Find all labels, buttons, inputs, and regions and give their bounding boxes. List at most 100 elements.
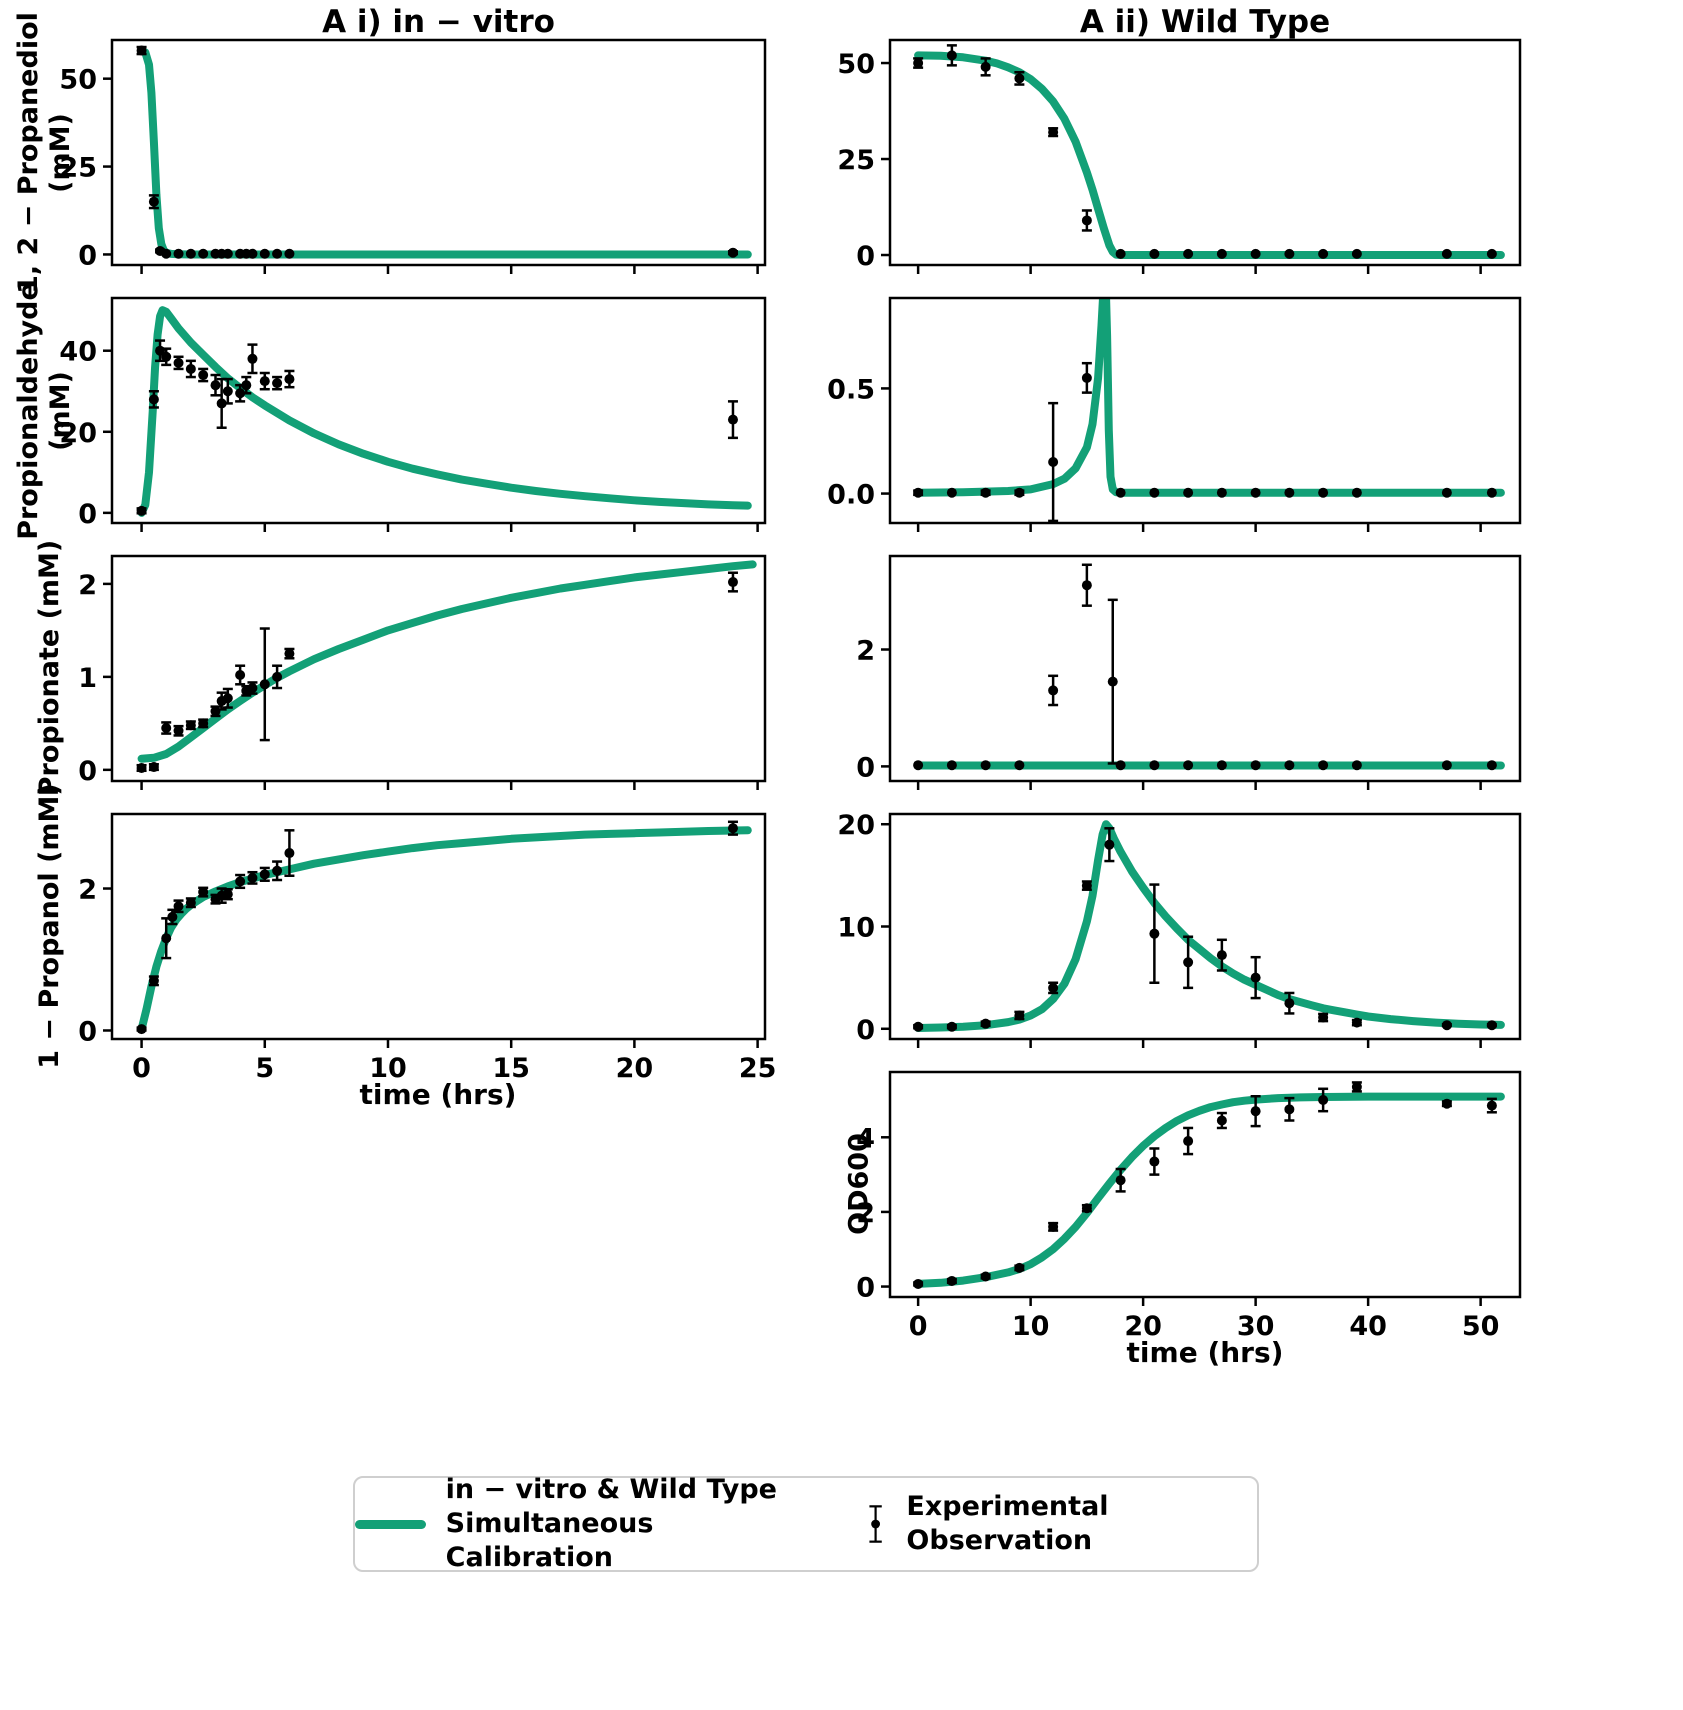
y-tick-label: 0.0 <box>827 480 875 511</box>
y-tick-label: 50 <box>837 49 875 80</box>
observations <box>913 1081 1497 1289</box>
model-curve <box>914 298 1505 497</box>
plot-wildtype-propionaldehyde: 0.0 0.5 <box>827 296 1522 532</box>
y-tick-label: 0 <box>856 241 875 272</box>
y-tick-label: 0 <box>856 1273 875 1304</box>
x-tick-label: 10 <box>369 1053 407 1084</box>
legend: in − vitro & Wild Type Simultaneous Cali… <box>353 1473 1259 1574</box>
plot-wildtype-propanediol: 0 25 50 <box>837 38 1522 274</box>
panel-invitro-propionate: 0 1 2 <box>78 554 767 790</box>
plot-invitro-propionate: 0 1 2 <box>78 554 767 790</box>
errorbar-marker-icon <box>869 1505 883 1543</box>
legend-item-observation: Experimental Observation <box>865 1490 1257 1558</box>
panel-wildtype-propionaldehyde: 0.0 0.5 <box>827 296 1522 532</box>
axes-border <box>110 554 767 783</box>
y-tick-label: 10 <box>837 913 875 944</box>
plot-wildtype-propanol: 0 10 20 <box>837 810 1522 1048</box>
y-tick-label: 1 <box>78 663 97 694</box>
ylabel-od600: OD600 <box>843 1133 875 1235</box>
xlabel-invitro-time: time (hrs) <box>359 1078 517 1111</box>
axis-ticks: 0 25 50 <box>837 49 1482 274</box>
x-tick-label: 5 <box>255 1053 274 1084</box>
observations <box>136 339 738 516</box>
axes-border <box>888 1070 1522 1299</box>
x-tick-label: 20 <box>616 1053 654 1084</box>
legend-item-model: in − vitro & Wild Type Simultaneous Cali… <box>355 1473 785 1574</box>
y-tick-label: 2 <box>856 636 875 667</box>
plot-invitro-propanediol: 0 25 50 <box>59 38 767 274</box>
plot-invitro-propanol: 0 5 10 15 20 25 0 2 <box>78 812 776 1084</box>
panel-wildtype-propanediol: 0 25 50 <box>837 38 1522 274</box>
panel-invitro-propanediol: 0 25 50 <box>59 38 767 274</box>
observations <box>913 44 1497 259</box>
model-curve <box>137 560 757 763</box>
plot-wildtype-od600: 0 10 20 30 40 50 0 2 4 <box>856 1070 1522 1342</box>
axes-border <box>888 38 1522 267</box>
ylabel-propanediol: 1, 2 − Propanediol (mM) <box>13 12 76 294</box>
model-curve <box>914 51 1505 259</box>
axes-border <box>110 812 767 1041</box>
y-tick-label: 20 <box>837 810 875 841</box>
axis-ticks: 0.0 0.5 <box>827 374 1482 532</box>
axis-ticks: 0 25 50 <box>59 65 759 274</box>
y-tick-label: 2 <box>78 570 97 601</box>
observations <box>136 820 738 1035</box>
y-tick-label: 0.5 <box>827 374 875 405</box>
y-tick-label: 0 <box>78 756 97 787</box>
ylabel-propionate: Propionate (mM) <box>34 539 65 797</box>
x-tick-label: 10 <box>1012 1311 1050 1342</box>
x-tick-label: 20 <box>1124 1311 1162 1342</box>
y-tick-label: 20 <box>59 418 97 449</box>
panel-wildtype-propanol: 0 10 20 <box>837 810 1522 1048</box>
y-tick-label: 50 <box>59 65 97 96</box>
y-tick-label: 0 <box>856 1015 875 1046</box>
y-tick-label: 0 <box>856 752 875 783</box>
axis-ticks: 0 5 10 15 20 25 0 2 <box>78 875 776 1084</box>
x-tick-label: 30 <box>1237 1311 1275 1342</box>
panel-wildtype-od600: 0 10 20 30 40 50 0 2 4 <box>856 1070 1522 1342</box>
y-tick-label: 0 <box>78 499 97 530</box>
axis-ticks: 02 <box>856 636 1482 790</box>
plot-wildtype-propionate: 02 <box>856 554 1522 790</box>
model-curve <box>137 46 752 259</box>
ylabel-propanol: 1 − Propanol (mM) <box>34 783 65 1069</box>
x-tick-label: 25 <box>739 1053 777 1084</box>
y-tick-label: 25 <box>837 145 875 176</box>
x-tick-label: 40 <box>1349 1311 1387 1342</box>
legend-model-label: in − vitro & Wild Type Simultaneous Cali… <box>445 1474 777 1573</box>
axes-border <box>110 296 767 525</box>
x-tick-label: 50 <box>1462 1311 1500 1342</box>
axis-ticks: 0 10 20 <box>837 810 1482 1048</box>
model-curve <box>914 820 1505 1032</box>
x-tick-label: 15 <box>492 1053 530 1084</box>
x-tick-label: 0 <box>132 1053 151 1084</box>
observations <box>913 361 1497 523</box>
model-curve <box>137 306 752 517</box>
y-tick-label: 2 <box>856 1198 875 1229</box>
y-tick-label: 0 <box>78 1016 97 1047</box>
model-curve <box>914 1092 1505 1288</box>
model-curve <box>137 826 752 1034</box>
model-line-swatch-icon <box>355 1519 426 1529</box>
y-tick-label: 25 <box>59 153 97 184</box>
x-tick-label: 0 <box>909 1311 928 1342</box>
y-tick-label: 2 <box>78 875 97 906</box>
observations <box>913 827 1497 1032</box>
axes-border <box>888 554 1522 783</box>
panel-invitro-propanol: 0 5 10 15 20 25 0 2 <box>78 812 776 1084</box>
y-tick-label: 4 <box>856 1123 875 1154</box>
legend-observation-label: Experimental Observation <box>906 1491 1109 1556</box>
axis-ticks: 0 20 40 <box>59 337 759 532</box>
xlabel-wildtype-time: time (hrs) <box>1126 1336 1284 1369</box>
plot-invitro-propionaldehyde: 0 20 40 <box>59 296 767 532</box>
axis-ticks: 0 1 2 <box>78 570 759 790</box>
observations <box>913 563 1497 771</box>
observations <box>136 45 738 259</box>
column-title-wildtype: A ii) Wild Type <box>1079 4 1331 40</box>
axes-border <box>888 296 1522 525</box>
axes-border <box>110 38 767 267</box>
panel-invitro-propionaldehyde: 0 20 40 <box>59 296 767 532</box>
ylabel-propionaldehyde: Propionaldehyde (mM) <box>13 282 76 540</box>
